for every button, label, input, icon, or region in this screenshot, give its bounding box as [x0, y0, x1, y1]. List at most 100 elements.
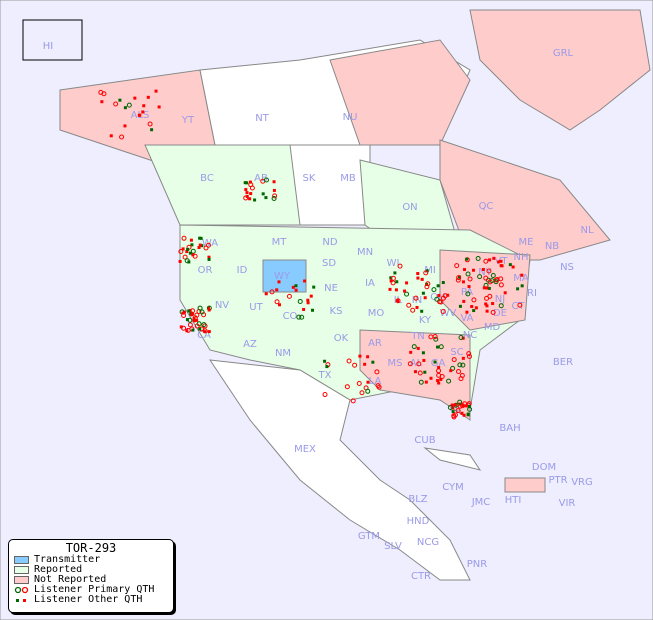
listener-primary-qth [263, 177, 269, 183]
legend-reported: Reported [9, 565, 173, 575]
listener-other-qth [463, 268, 467, 272]
listener-other-qth [520, 273, 524, 277]
listener-other-qth [403, 289, 407, 293]
listener-other-qth [198, 327, 202, 331]
listener-other-qth [187, 260, 191, 264]
listener-primary-qth [471, 297, 477, 303]
region-label-de: DE [493, 308, 507, 319]
listener-primary-qth [451, 414, 457, 420]
listener-other-qth [429, 376, 433, 380]
listener-other-qth [449, 369, 453, 373]
region-label-al: AL [410, 358, 423, 369]
listener-primary-qth [322, 392, 328, 398]
listener-other-qth [485, 309, 489, 313]
listener-primary-qth [418, 379, 424, 385]
region-label-ks: KS [330, 306, 343, 317]
listener-primary-qth [450, 365, 456, 371]
region-label-ns: NS [560, 262, 574, 273]
listener-primary-qth [458, 334, 464, 340]
listener-other-qth [433, 360, 437, 364]
listener-primary-qth [465, 271, 471, 277]
region-label-nu: NU [343, 112, 358, 123]
listener-primary-qth [181, 325, 187, 331]
listener-other-qth [491, 302, 495, 306]
listener-other-qth [366, 355, 370, 359]
listener-other-qth [393, 271, 397, 275]
region-label-fl: FL [449, 403, 461, 414]
listener-other-qth [123, 106, 127, 110]
listener-primary-qth [187, 322, 193, 328]
region-label-nm: NM [275, 348, 291, 359]
listener-other-qth [261, 192, 265, 196]
listener-other-qth [253, 198, 257, 202]
region-label-ok: OK [334, 333, 349, 344]
listener-other-qth [191, 253, 195, 257]
listener-other-qth [487, 286, 491, 290]
region-label-vrg: VRG [571, 477, 593, 488]
listener-other-qth [306, 301, 310, 305]
listener-other-qth [471, 268, 475, 272]
listener-other-qth [424, 380, 428, 384]
listener-other-qth [195, 318, 199, 322]
primary-qth-icon [14, 586, 29, 594]
region-label-nh: NH [514, 252, 529, 263]
listener-primary-qth [101, 91, 107, 97]
listener-primary-qth [457, 362, 463, 368]
listener-other-qth [141, 110, 145, 114]
region-label-yt: YT [181, 115, 195, 126]
listener-primary-qth [446, 378, 452, 384]
legend-title: TOR-293 [65, 541, 117, 555]
listener-primary-qth [356, 380, 362, 386]
listener-other-qth [185, 329, 189, 333]
listener-other-qth [484, 302, 488, 306]
listener-other-qth [422, 358, 426, 362]
southeast-shape [359, 329, 471, 421]
prairies-shape [289, 144, 371, 226]
listener-other-qth [187, 309, 191, 313]
listener-primary-qth [395, 298, 401, 304]
listener-other-qth [503, 291, 507, 295]
listener-other-qth [423, 370, 427, 374]
region-label-sc: SC [450, 347, 463, 358]
listener-other-qth [457, 275, 461, 279]
listener-other-qth [277, 303, 281, 307]
listener-other-qth [461, 404, 465, 408]
listener-primary-qth [390, 280, 396, 286]
listener-other-qth [190, 243, 194, 247]
listener-other-qth [248, 180, 252, 184]
listener-primary-qth [447, 404, 453, 410]
region-label-nj: NJ [495, 294, 505, 305]
listener-primary-qth [487, 279, 493, 285]
region-label-ma: MA [513, 273, 529, 284]
listener-other-qth [185, 250, 189, 254]
listener-primary-qth [498, 276, 504, 282]
listener-primary-qth [434, 296, 440, 302]
listener-other-qth [249, 192, 253, 196]
region-label-co: CO [283, 311, 298, 322]
region-label-la: LA [369, 376, 382, 387]
listener-other-qth [482, 286, 486, 290]
region-label-tn: TN [410, 331, 425, 342]
listener-other-qth [118, 98, 122, 102]
region-label-mi: MI [424, 265, 436, 276]
region-label-ms: MS [388, 358, 403, 369]
listener-primary-qth [458, 376, 464, 382]
listener-primary-qth [181, 235, 187, 241]
listener-other-qth [462, 299, 466, 303]
listener-primary-qth [376, 384, 382, 390]
listener-other-qth [366, 380, 370, 384]
listener-other-qth [264, 292, 268, 296]
legend-label: Reported [34, 564, 83, 575]
region-label-tx: TX [318, 370, 332, 381]
region-label-nd: ND [322, 237, 337, 248]
listener-other-qth [188, 251, 192, 255]
listener-other-qth [446, 293, 450, 297]
listener-other-qth [436, 379, 440, 383]
listener-primary-qth [192, 253, 198, 259]
listener-other-qth [358, 354, 362, 358]
listener-other-qth [409, 350, 413, 354]
listener-other-qth [420, 309, 424, 313]
listener-other-qth [423, 296, 427, 300]
listener-other-qth [420, 277, 424, 281]
